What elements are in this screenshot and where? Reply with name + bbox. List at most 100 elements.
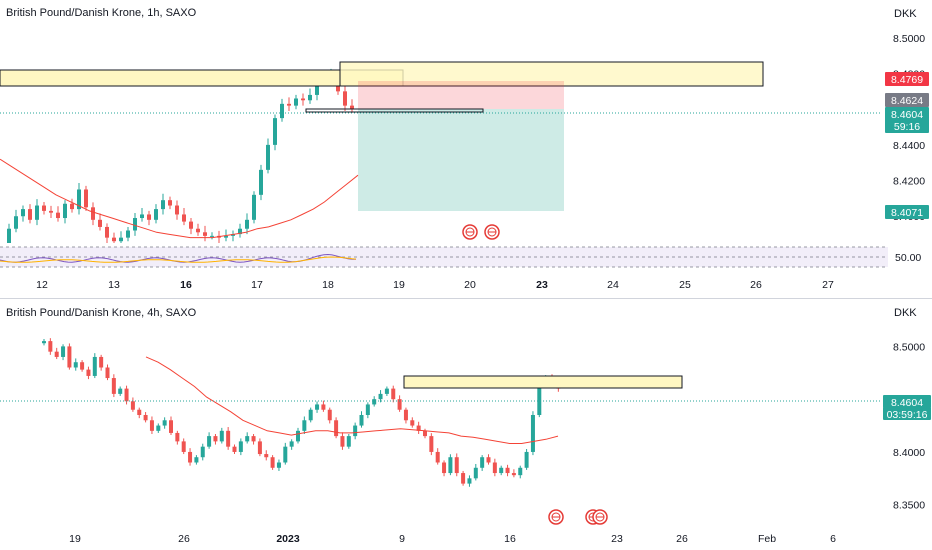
chart1-x-tick: 27 <box>822 279 834 291</box>
chart2-candle <box>270 457 275 468</box>
chart2-candle <box>340 436 345 447</box>
chart1-candle <box>175 205 179 215</box>
chart2-candle <box>42 341 46 344</box>
chart2-candle <box>67 346 72 368</box>
chart1-stop-area <box>358 81 564 109</box>
chart1-candle <box>266 144 270 170</box>
chart1-price-label: 8.4604 <box>891 109 923 121</box>
chart2-price-label-bg <box>883 407 931 420</box>
chart1-candle <box>133 218 137 231</box>
chart2-candle <box>537 383 542 415</box>
chart1-entry-box <box>305 108 484 113</box>
chart2-y-tick: 8.3500 <box>893 500 925 512</box>
chart2-candle <box>213 436 218 442</box>
chart1-candle <box>63 203 67 219</box>
chart1-candle <box>196 228 200 233</box>
chart2-candle <box>296 430 300 442</box>
chart2-candle <box>327 409 332 421</box>
chart1-candle <box>343 91 347 106</box>
chart1-price-label-bg <box>885 205 929 219</box>
chart2-candle <box>264 454 269 458</box>
chart2-candle <box>308 409 313 421</box>
chart2-candle <box>61 346 66 357</box>
chart1-x-tick: 13 <box>108 279 120 291</box>
chart2-candle <box>207 436 212 447</box>
chart2-x-tick: Feb <box>758 533 776 545</box>
chart1-candle <box>259 169 263 195</box>
chart2-candle <box>492 462 497 474</box>
chart2-x-tick: 9 <box>399 533 405 545</box>
chart1-price-label-bg <box>885 72 929 86</box>
chart2-candle <box>289 441 294 447</box>
chart2-price-label-bg <box>883 395 931 408</box>
chart2-candle <box>448 457 453 474</box>
chart1-candle <box>308 94 312 101</box>
chart1-candle <box>294 98 298 106</box>
chart2-candle <box>454 457 459 474</box>
chart1-candle <box>140 214 144 219</box>
chart1-candle <box>301 98 305 101</box>
chart2-candle <box>162 420 167 426</box>
chart1-price-label-bg <box>885 119 929 133</box>
chart1-candle <box>14 216 18 229</box>
chart2-candle <box>423 430 427 437</box>
chart2-plot[interactable] <box>0 338 880 525</box>
chart2-candle <box>283 446 288 463</box>
chart2-unit-label: DKK <box>894 307 917 319</box>
chart2-supply-zone <box>403 375 683 389</box>
chart2-candle <box>435 451 440 463</box>
chart1-candle <box>182 214 186 222</box>
chart1-candle <box>154 209 158 220</box>
chart1-candle <box>189 221 193 229</box>
chart1-candle <box>7 228 11 243</box>
chart1-title: British Pound/Danish Krone, 1h, SAXO <box>6 7 197 19</box>
chart1-price-label-bg <box>885 93 929 107</box>
chart2-x-tick: 19 <box>69 533 81 545</box>
chart2-candle <box>130 401 135 410</box>
chart2-candle <box>302 420 307 431</box>
chart1-price-label: 8.4071 <box>891 207 923 219</box>
chart1-candle <box>238 228 242 235</box>
chart2-candle <box>461 473 466 484</box>
chart1-candle <box>112 237 116 242</box>
chart1-candle <box>35 205 39 220</box>
chart2-candle <box>73 362 78 368</box>
chart2-title: British Pound/Danish Krone, 4h, SAXO <box>6 307 197 319</box>
chart2-candle <box>473 467 478 479</box>
chart2-candle <box>365 404 370 415</box>
chart2-candle <box>137 409 142 415</box>
chart1-candle <box>28 209 32 220</box>
chart1-candle <box>119 237 123 242</box>
rsi-signal-line <box>0 256 357 263</box>
chart1-price-label: 59:16 <box>894 121 920 133</box>
rsi-level-label: 50.00 <box>895 252 921 264</box>
chart1-candle <box>91 207 95 220</box>
chart2-candle <box>511 473 516 476</box>
chart1-candle <box>49 210 53 213</box>
chart1-unit-label: DKK <box>894 8 917 20</box>
chart2-candle <box>372 399 377 405</box>
chart1-candle <box>161 200 165 210</box>
chart2-candle <box>524 451 529 468</box>
chart1-x-tick: 20 <box>464 279 476 291</box>
chart2-candle <box>181 441 186 452</box>
chart2-candle <box>118 388 123 394</box>
chart2-candle <box>384 388 389 394</box>
chart2-candle <box>359 415 364 426</box>
chart1-x-tick: 23 <box>536 279 548 291</box>
chart1-candle <box>210 235 214 237</box>
chart2-candle <box>111 378 116 394</box>
chart1-x-tick: 12 <box>36 279 48 291</box>
axes: 8.50008.48008.46008.44008.42008.40008.50… <box>36 33 931 545</box>
chart2-candle <box>378 393 383 400</box>
chart2-y-tick: 8.5000 <box>893 341 925 353</box>
chart1-target-area <box>358 109 564 211</box>
chart1-candle <box>168 200 172 206</box>
chart1-candle <box>350 105 354 110</box>
chart1-plot[interactable] <box>0 61 888 268</box>
chart2-candle <box>530 415 535 452</box>
chart2-candle <box>188 451 193 463</box>
chart1-candle <box>224 235 228 238</box>
chart2-candle <box>226 430 231 447</box>
